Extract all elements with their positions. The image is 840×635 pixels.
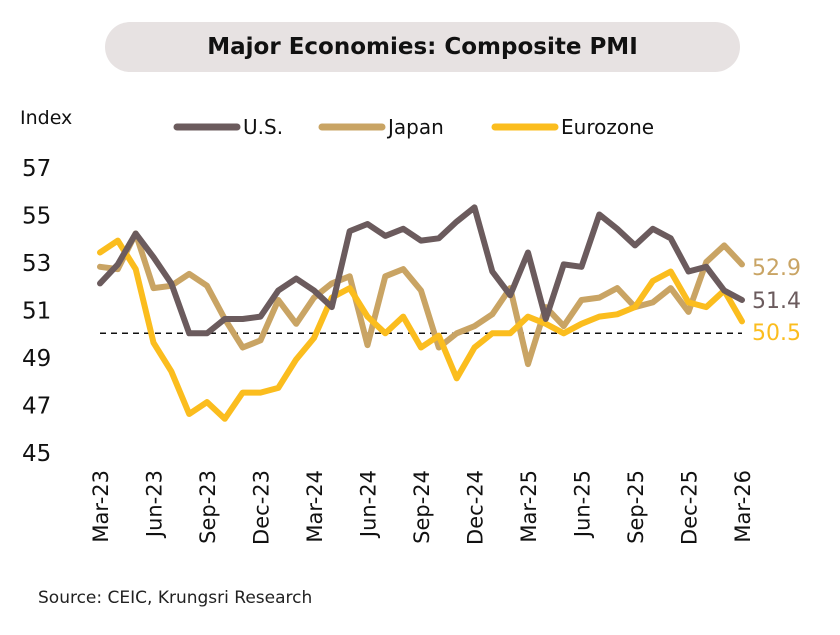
x-tick-label: Mar-23 [89,470,113,543]
x-tick-label: Mar-26 [731,470,755,543]
end-value-label: 52.9 [752,256,801,281]
x-tick-label: Dec-23 [250,470,274,545]
y-tick-label: 47 [22,394,51,420]
y-tick-label: 55 [22,204,51,230]
x-tick-label: Dec-24 [464,470,488,545]
x-tick-label: Sep-24 [410,470,434,544]
y-tick-label: 53 [22,251,51,277]
legend-label: U.S. [243,115,283,139]
y-tick-label: 45 [22,441,51,467]
x-tick-label: Dec-25 [678,470,702,545]
x-tick-label: Jun-25 [571,470,595,539]
y-axis-label: Index [20,107,72,129]
series-line-eurozone [97,237,745,422]
y-tick-label: 49 [22,346,51,372]
x-tick-label: Jun-23 [143,470,167,539]
chart-title: Major Economies: Composite PMI [105,22,740,72]
x-tick-label: Mar-25 [517,470,541,543]
x-tick-label: Sep-25 [624,470,648,544]
x-tick-label: Mar-24 [303,470,327,543]
y-tick-label: 57 [22,156,51,182]
source-note: Source: CEIC, Krungsri Research [38,588,313,608]
legend-label: Eurozone [561,115,654,139]
y-tick-label: 51 [22,299,51,325]
x-tick-label: Sep-23 [196,470,220,544]
x-tick-label: Jun-24 [357,470,381,539]
end-value-label: 51.4 [752,289,801,314]
series-line-us [97,204,745,337]
end-value-label: 50.5 [752,321,801,346]
legend-label: Japan [386,115,444,139]
